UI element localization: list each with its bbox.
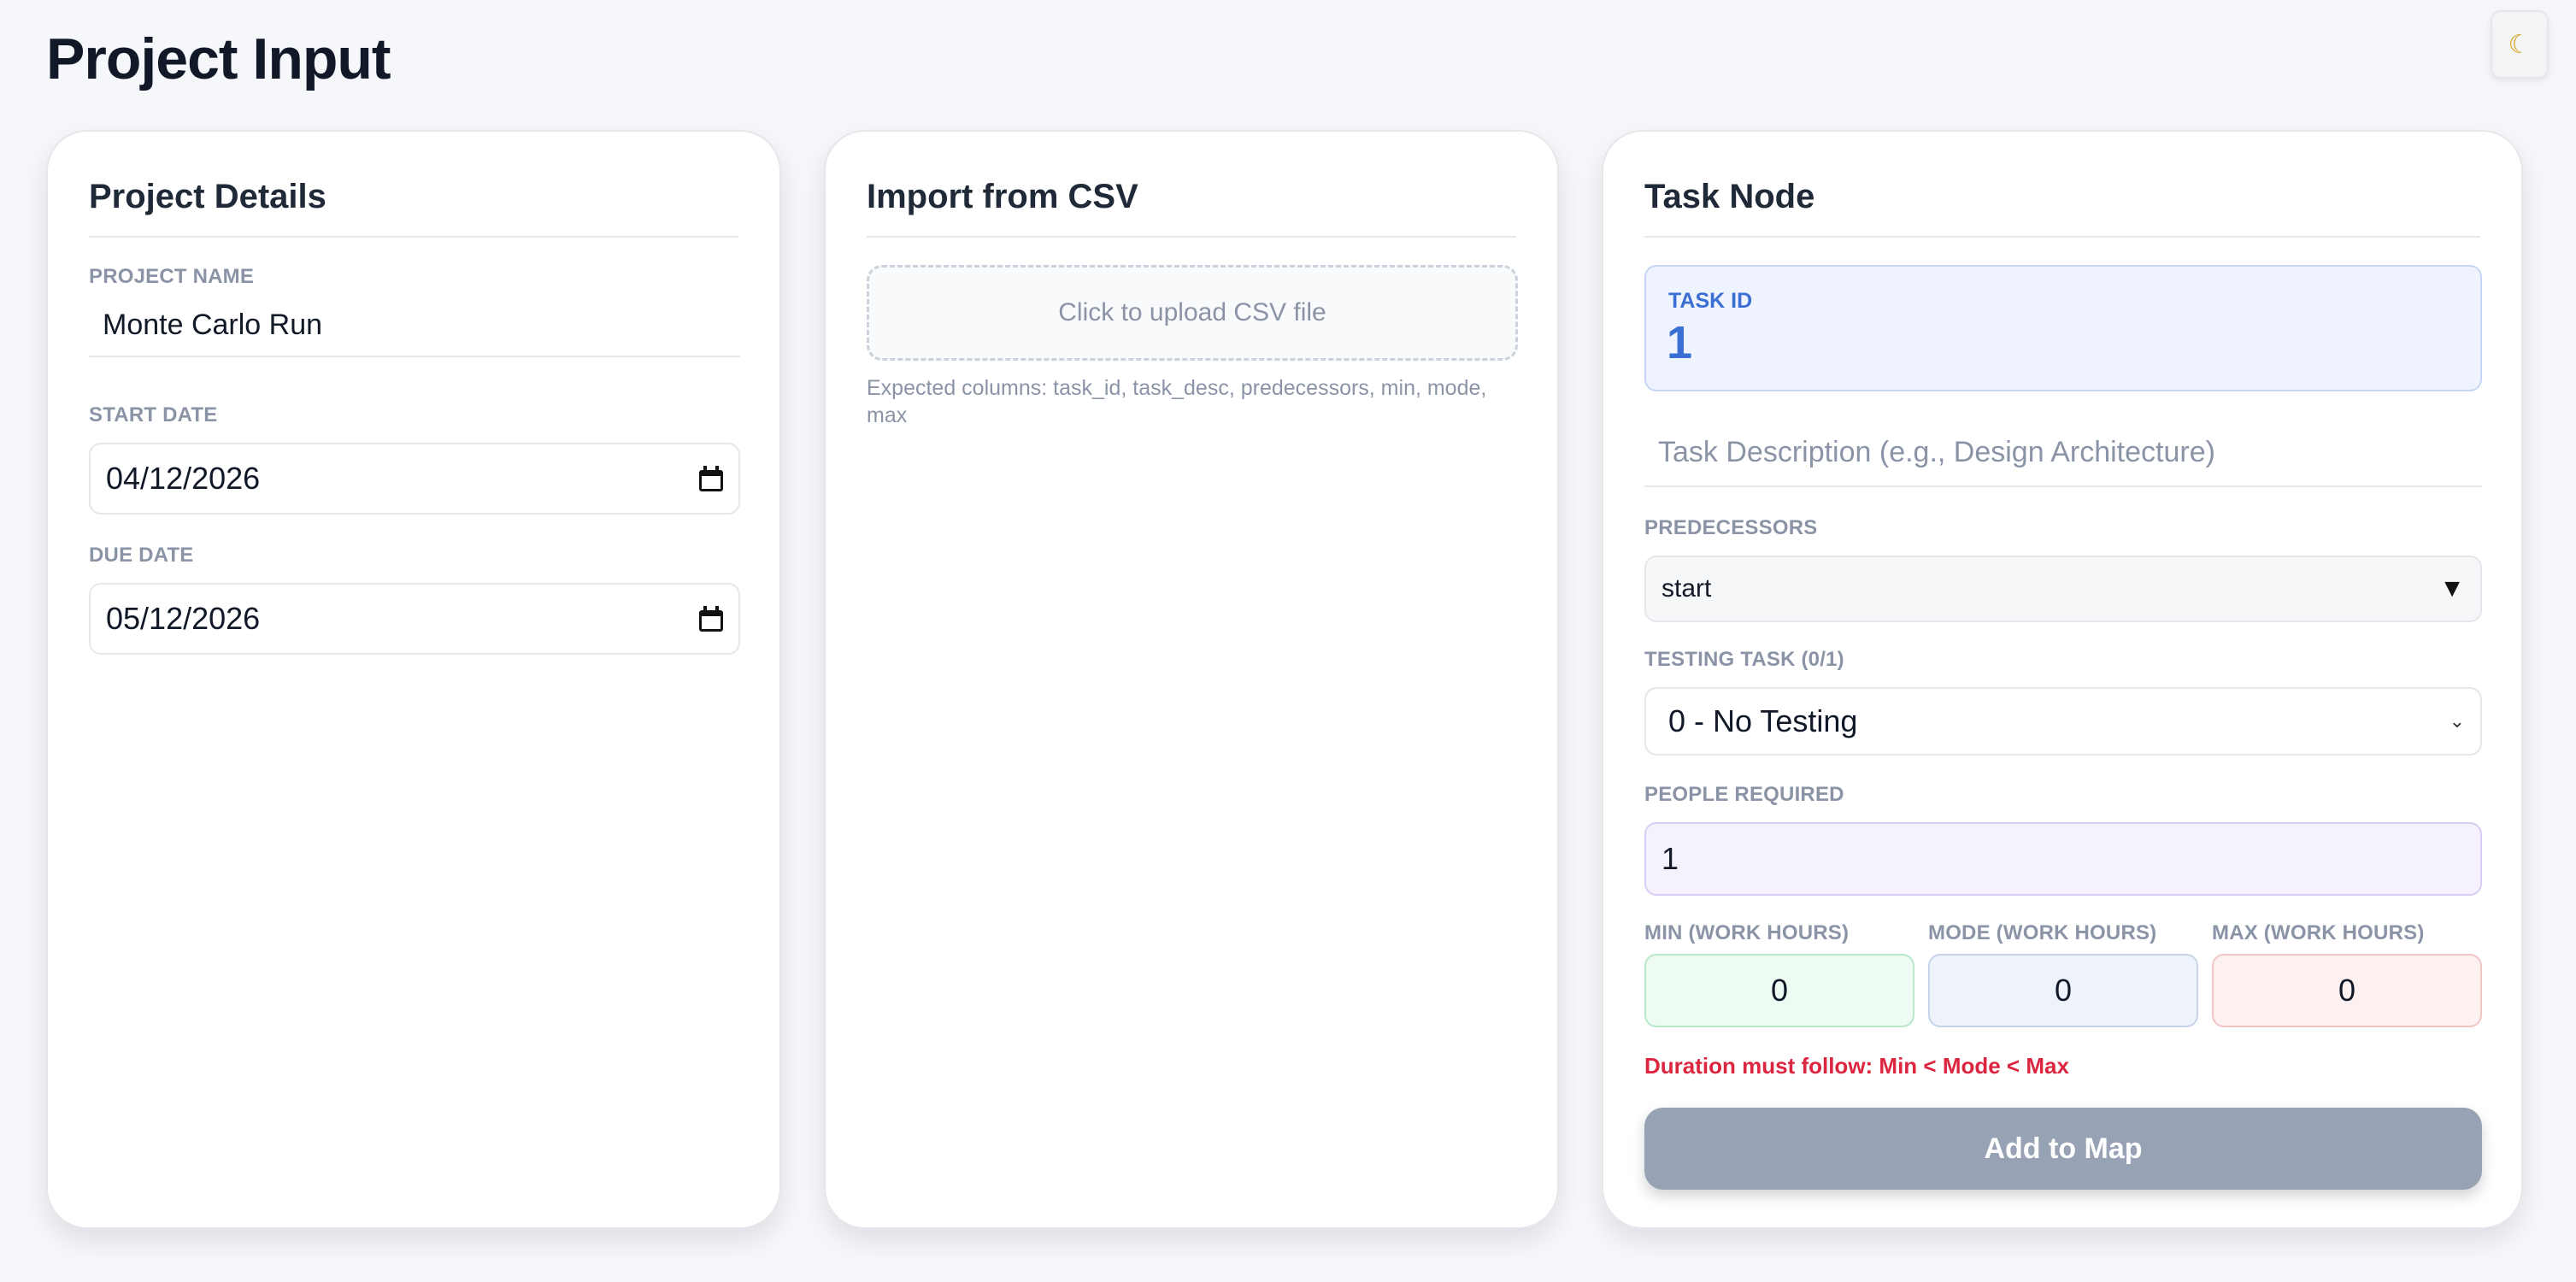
csv-import-card: Import from CSV Click to upload CSV file… bbox=[824, 130, 1559, 1229]
testing-task-label: TESTING TASK (0/1) bbox=[1644, 648, 1844, 671]
divider bbox=[89, 236, 738, 238]
task-id-label: TASK ID bbox=[1668, 289, 1753, 313]
min-hours-value: 0 bbox=[1770, 973, 1789, 1008]
people-required-input[interactable]: 1 bbox=[1644, 822, 2482, 896]
project-name-input[interactable] bbox=[89, 294, 740, 357]
project-name-label: PROJECT NAME bbox=[89, 265, 255, 288]
mode-hours-input[interactable]: 0 bbox=[1928, 954, 2198, 1027]
calendar-icon[interactable] bbox=[699, 606, 723, 632]
due-date-input[interactable]: 05/12/2026 bbox=[89, 583, 740, 655]
theme-toggle-button[interactable]: ☾ bbox=[2491, 10, 2549, 79]
start-date-input[interactable]: 04/12/2026 bbox=[89, 443, 740, 515]
csv-upload-zone[interactable]: Click to upload CSV file bbox=[867, 265, 1518, 361]
card-title: Import from CSV bbox=[867, 178, 1138, 215]
mode-hours-value: 0 bbox=[2054, 973, 2073, 1008]
people-required-value: 1 bbox=[1661, 841, 1679, 876]
due-date-label: DUE DATE bbox=[89, 544, 194, 567]
card-title: Task Node bbox=[1644, 178, 1815, 215]
calendar-icon[interactable] bbox=[699, 466, 723, 491]
add-to-map-button[interactable]: Add to Map bbox=[1644, 1108, 2482, 1190]
min-hours-input[interactable]: 0 bbox=[1644, 954, 1914, 1027]
max-hours-input[interactable]: 0 bbox=[2212, 954, 2482, 1027]
dropdown-triangle-icon: ▼ bbox=[2439, 574, 2465, 603]
min-hours-label: MIN (WORK HOURS) bbox=[1644, 921, 1850, 944]
due-date-value: 05/12/2026 bbox=[106, 601, 261, 636]
card-title: Project Details bbox=[89, 178, 326, 215]
task-description-input[interactable] bbox=[1644, 419, 2482, 487]
csv-columns-hint: Expected columns: task_id, task_desc, pr… bbox=[867, 376, 1487, 427]
page-title: Project Input bbox=[46, 26, 391, 91]
testing-task-value: 0 - No Testing bbox=[1668, 703, 1858, 738]
task-id-display: TASK ID 1 bbox=[1644, 265, 2482, 391]
people-required-label: PEOPLE REQUIRED bbox=[1644, 783, 1844, 806]
chevron-down-icon: ⌄ bbox=[2449, 710, 2465, 732]
predecessors-label: PREDECESSORS bbox=[1644, 516, 1818, 539]
project-details-card: Project Details PROJECT NAME START DATE … bbox=[46, 130, 781, 1229]
start-date-value: 04/12/2026 bbox=[106, 461, 261, 496]
moon-icon: ☾ bbox=[2508, 30, 2532, 59]
divider bbox=[867, 236, 1516, 238]
testing-task-select[interactable]: 0 - No Testing ⌄ bbox=[1644, 687, 2482, 756]
mode-hours-label: MODE (WORK HOURS) bbox=[1928, 921, 2157, 944]
start-date-label: START DATE bbox=[89, 403, 218, 426]
predecessors-value: start bbox=[1661, 574, 1712, 603]
max-hours-value: 0 bbox=[2338, 973, 2356, 1008]
predecessors-select[interactable]: start ▼ bbox=[1644, 556, 2482, 622]
duration-error-message: Duration must follow: Min < Mode < Max bbox=[1644, 1053, 2069, 1079]
divider bbox=[1644, 236, 2480, 238]
task-id-value: 1 bbox=[1667, 317, 1693, 368]
max-hours-label: MAX (WORK HOURS) bbox=[2212, 921, 2425, 944]
task-node-card: Task Node TASK ID 1 PREDECESSORS start ▼… bbox=[1602, 130, 2523, 1229]
